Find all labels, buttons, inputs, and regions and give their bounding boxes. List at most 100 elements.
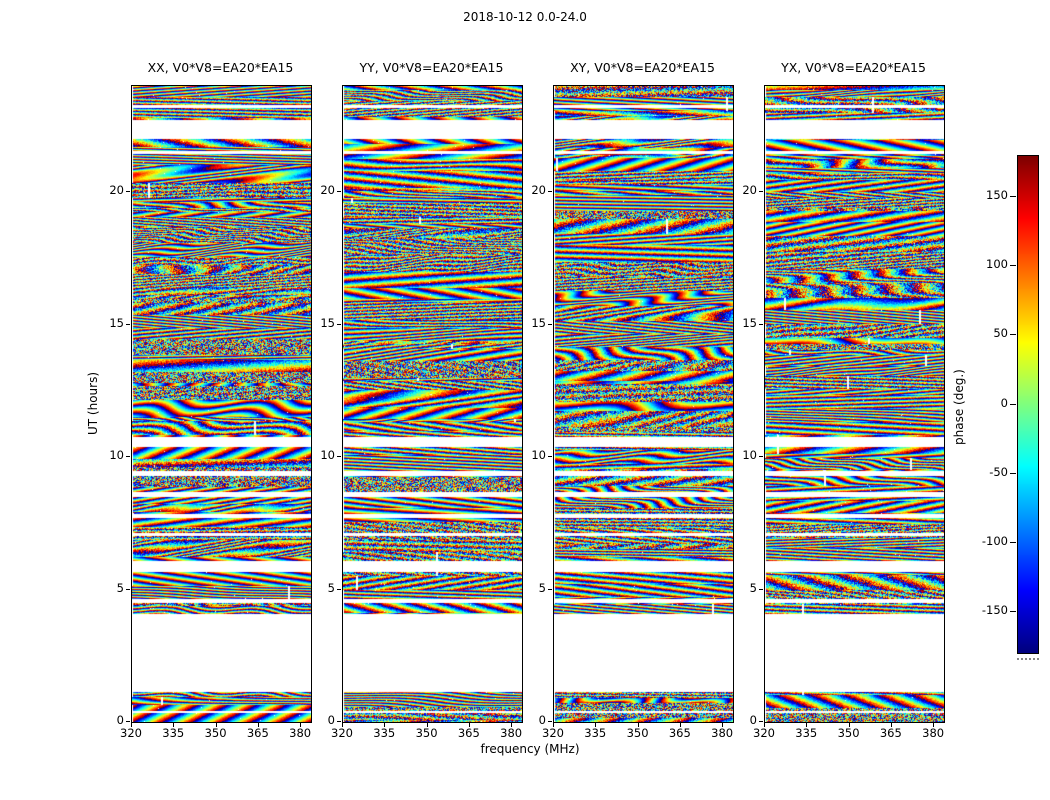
colorbar-extend-dots <box>1017 658 1039 660</box>
colorbar-tick-mark <box>1010 334 1016 336</box>
x-tick-mark <box>553 723 554 727</box>
x-tick-mark <box>173 723 175 727</box>
phase-heatmap-YY <box>342 85 523 723</box>
x-tick-mark <box>215 723 217 727</box>
y-tick-mark <box>126 456 130 457</box>
y-tick-mark <box>126 721 130 722</box>
y-tick-label: 0 <box>327 713 335 727</box>
x-tick-mark <box>511 723 513 727</box>
x-tick-label: 320 <box>331 726 353 740</box>
y-tick-label: 20 <box>742 183 757 197</box>
colorbar-tick-label: 50 <box>993 326 1008 341</box>
y-tick-mark <box>759 191 763 192</box>
x-tick-label: 380 <box>711 726 734 740</box>
colorbar-tick-mark <box>1010 541 1016 543</box>
phase-heatmap-YX <box>764 85 945 723</box>
y-tick-mark <box>548 456 552 457</box>
y-tick-label: 10 <box>320 448 335 462</box>
y-tick-mark <box>337 323 341 325</box>
y-tick-label: 15 <box>742 315 757 330</box>
x-tick-mark <box>257 723 259 727</box>
x-tick-mark <box>848 723 850 727</box>
colorbar-tick-label: 0 <box>1000 395 1008 410</box>
y-tick-label: 10 <box>531 448 546 462</box>
y-tick-label: 0 <box>749 713 757 727</box>
panel-title-XY: XY, V0*V8=EA20*EA15 <box>570 60 715 75</box>
y-tick-mark <box>759 721 763 722</box>
y-tick-mark <box>337 721 341 722</box>
panel-title-YY: YY, V0*V8=EA20*EA15 <box>359 60 504 75</box>
y-tick-mark <box>548 191 552 192</box>
x-tick-label: 350 <box>415 726 438 740</box>
x-tick-label: 350 <box>626 726 649 740</box>
y-tick-mark <box>759 588 763 590</box>
x-tick-mark <box>679 723 681 727</box>
colorbar-gradient <box>1017 155 1039 654</box>
x-tick-mark <box>426 723 428 727</box>
colorbar-tick-mark <box>1010 196 1016 198</box>
x-tick-mark <box>722 723 724 727</box>
y-tick-mark <box>126 191 130 192</box>
x-tick-mark <box>384 723 386 727</box>
colorbar-tick-label: -50 <box>989 464 1008 479</box>
x-tick-label: 380 <box>289 726 312 740</box>
x-tick-mark <box>131 723 132 727</box>
figure-title: 2018-10-12 0.0-24.0 <box>463 10 587 24</box>
y-tick-mark <box>759 323 763 325</box>
colorbar-tick-label: 100 <box>986 257 1008 272</box>
phase-heatmap-XY <box>553 85 734 723</box>
x-tick-mark <box>468 723 470 727</box>
y-tick-label: 15 <box>531 315 546 330</box>
y-tick-label: 5 <box>538 580 546 595</box>
x-tick-label: 380 <box>500 726 523 740</box>
y-tick-label: 20 <box>320 183 335 197</box>
y-tick-label: 0 <box>538 713 546 727</box>
y-tick-label: 15 <box>109 315 124 330</box>
colorbar-tick-mark <box>1010 610 1016 612</box>
x-axis-label: frequency (MHz) <box>480 742 580 756</box>
colorbar-tick-mark <box>1010 472 1016 474</box>
x-tick-mark <box>595 723 597 727</box>
y-tick-mark <box>337 588 341 590</box>
colorbar-tick-mark <box>1010 403 1016 405</box>
colorbar-tick-label: -100 <box>981 533 1008 548</box>
x-tick-mark <box>637 723 639 727</box>
phase-heatmap-XX <box>131 85 312 723</box>
colorbar-tick-label: -150 <box>981 602 1008 617</box>
x-tick-label: 365 <box>457 726 480 740</box>
x-tick-mark <box>806 723 808 727</box>
y-tick-mark <box>548 721 552 722</box>
y-tick-label: 5 <box>116 580 124 595</box>
y-tick-mark <box>548 588 552 590</box>
x-tick-label: 320 <box>120 726 142 740</box>
panel-title-XX: XX, V0*V8=EA20*EA15 <box>147 60 294 75</box>
x-tick-label: 365 <box>879 726 902 740</box>
y-tick-label: 5 <box>749 580 757 595</box>
y-tick-label: 15 <box>320 315 335 330</box>
x-tick-mark <box>764 723 765 727</box>
y-tick-mark <box>337 456 341 457</box>
y-axis-label: UT (hours) <box>86 371 100 435</box>
x-tick-label: 335 <box>162 726 185 740</box>
y-tick-label: 0 <box>116 713 124 727</box>
x-tick-label: 350 <box>837 726 860 740</box>
x-tick-mark <box>342 723 343 727</box>
x-tick-mark <box>933 723 935 727</box>
x-tick-label: 335 <box>373 726 396 740</box>
x-tick-label: 335 <box>584 726 607 740</box>
y-tick-label: 20 <box>531 183 546 197</box>
panel-title-YX: YX, V0*V8=EA20*EA15 <box>781 60 926 75</box>
x-tick-label: 365 <box>246 726 269 740</box>
y-tick-label: 10 <box>742 448 757 462</box>
y-tick-label: 20 <box>109 183 124 197</box>
y-tick-label: 10 <box>109 448 124 462</box>
y-tick-mark <box>337 191 341 192</box>
colorbar-tick-label: 150 <box>986 188 1008 203</box>
x-tick-label: 320 <box>753 726 775 740</box>
x-tick-label: 365 <box>668 726 691 740</box>
colorbar-tick-mark <box>1010 265 1016 267</box>
y-tick-mark <box>759 456 763 457</box>
x-tick-mark <box>300 723 302 727</box>
x-tick-label: 335 <box>795 726 818 740</box>
